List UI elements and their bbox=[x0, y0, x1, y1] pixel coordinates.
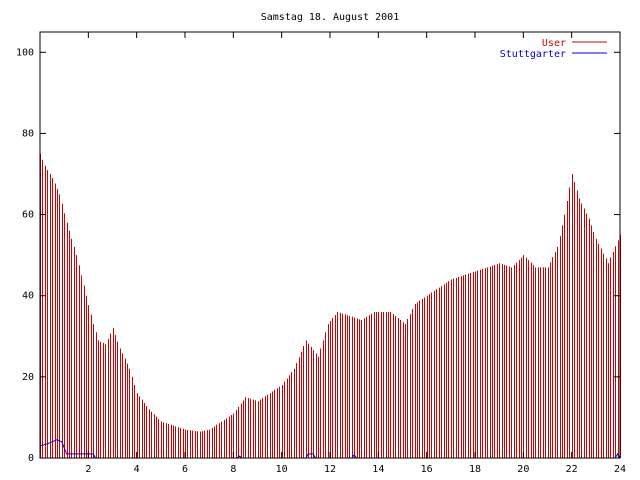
x-tick-label: 20 bbox=[517, 464, 529, 475]
x-tick-label: 10 bbox=[276, 464, 288, 475]
y-tick-label: 60 bbox=[22, 210, 34, 221]
x-tick-label: 14 bbox=[372, 464, 384, 475]
y-tick-label: 20 bbox=[22, 372, 34, 383]
legend-user-label: User bbox=[542, 38, 566, 49]
y-tick-label: 80 bbox=[22, 128, 34, 139]
x-tick-label: 2 bbox=[85, 464, 91, 475]
chart-title: Samstag 18. August 2001 bbox=[261, 12, 399, 23]
x-tick-label: 12 bbox=[324, 464, 336, 475]
x-tick-label: 22 bbox=[566, 464, 578, 475]
y-tick-label: 0 bbox=[28, 453, 34, 464]
y-tick-label: 40 bbox=[22, 291, 34, 302]
x-tick-label: 4 bbox=[134, 464, 140, 475]
x-tick-label: 16 bbox=[421, 464, 433, 475]
legend-stuttgarter-label: Stuttgarter bbox=[500, 49, 566, 60]
x-tick-label: 24 bbox=[614, 464, 626, 475]
x-tick-label: 6 bbox=[182, 464, 188, 475]
x-tick-label: 8 bbox=[230, 464, 236, 475]
user-bars bbox=[40, 153, 621, 458]
x-tick-label: 18 bbox=[469, 464, 481, 475]
legend: User Stuttgarter bbox=[500, 38, 607, 60]
y-tick-label: 100 bbox=[16, 47, 34, 58]
